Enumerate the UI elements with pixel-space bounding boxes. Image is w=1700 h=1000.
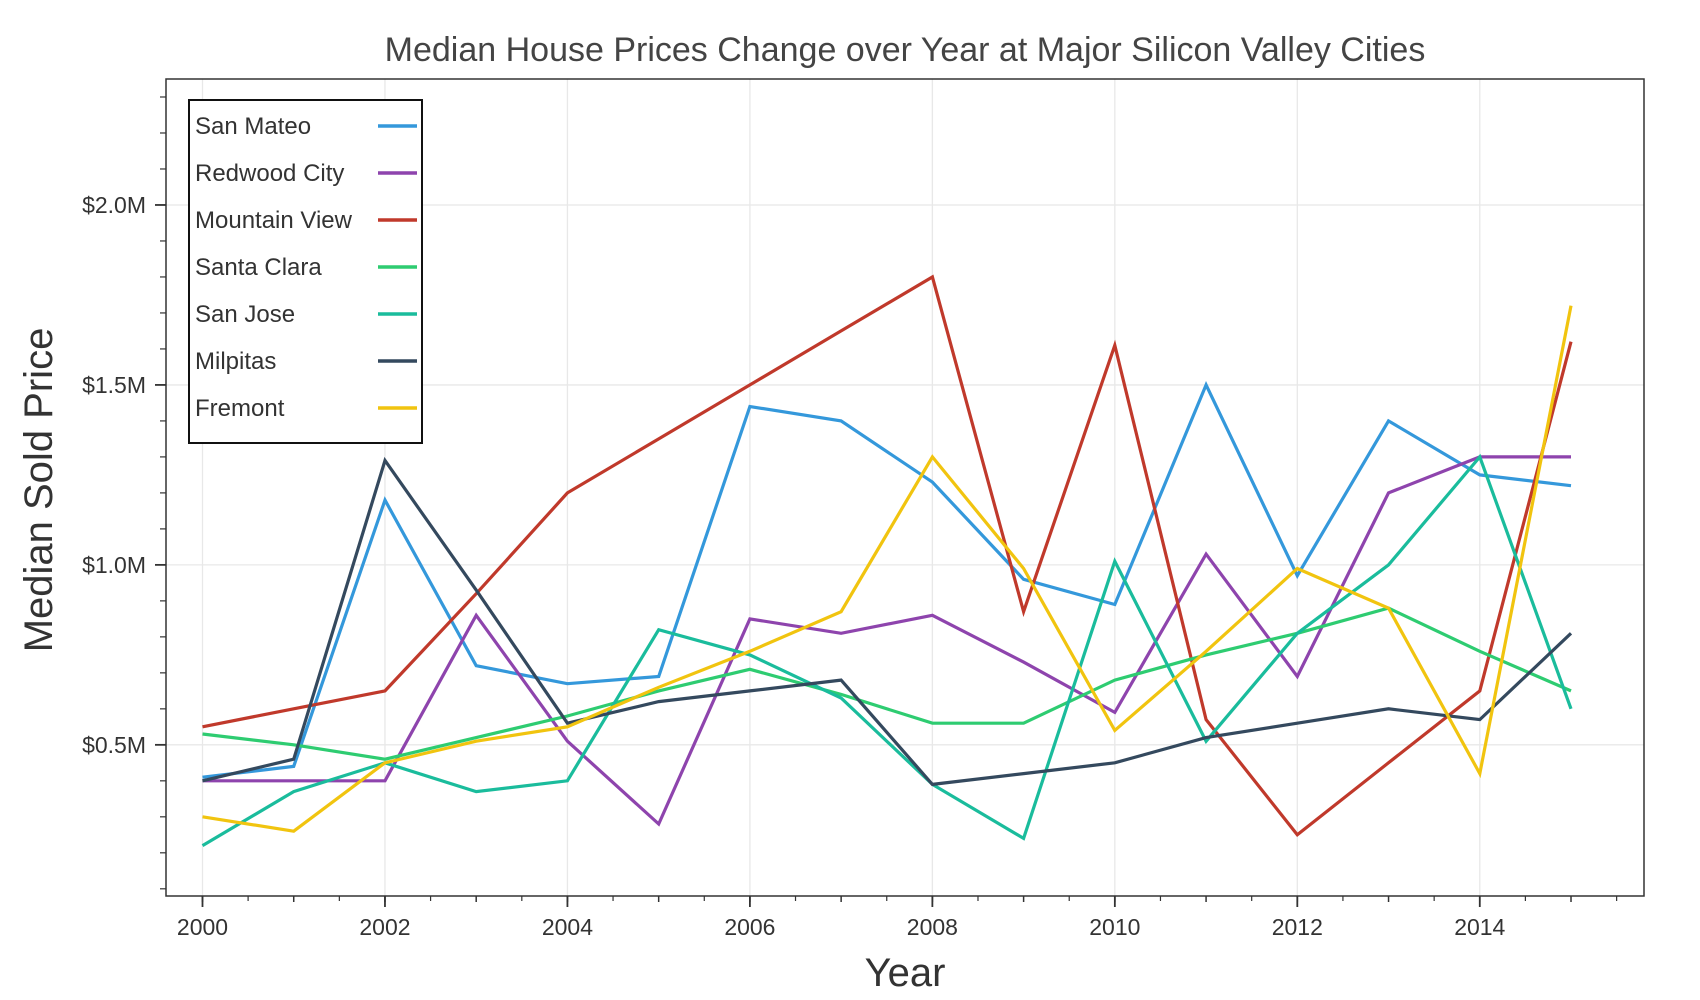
series-line-milpitas — [202, 456, 1573, 787]
legend-box — [188, 99, 423, 444]
axes: 2000 2002 2004 2006 2008 2010 2012 2014 $0.5M $1.… — [82, 78, 1645, 940]
legend-label-milpitas: Milpitas — [195, 348, 276, 375]
x-tick-label: 2008 — [907, 914, 958, 940]
y-tick-label: $2.0M — [82, 192, 146, 218]
y-tick-label: $1.0M — [82, 552, 146, 578]
series-line-redwood-city — [202, 455, 1571, 827]
x-tick-label: 2000 — [177, 914, 228, 940]
x-tick-label: 2012 — [1272, 914, 1323, 940]
legend-label-fremont: Fremont — [195, 395, 285, 422]
x-tick-label: 2004 — [542, 914, 593, 940]
series-line-mountain-view — [202, 274, 1573, 838]
y-tick-label: $0.5M — [82, 732, 146, 758]
plot-border — [165, 78, 1645, 897]
series-lines — [201, 274, 1573, 847]
legend-label-santa-clara: Santa Clara — [195, 254, 322, 281]
legend-label-san-mateo: San Mateo — [195, 113, 311, 140]
y-axis-title: Median Sold Price — [17, 328, 61, 653]
legend: San Mateo Redwood City Mountain View Santa … — [188, 99, 423, 444]
x-axis-title: Year — [865, 951, 946, 995]
x-tick-label: 2006 — [724, 914, 775, 940]
legend-label-redwood-city: Redwood City — [195, 160, 344, 187]
x-tick-label: 2014 — [1454, 914, 1505, 940]
series-line-san-jose — [201, 453, 1573, 847]
grid-lines — [166, 79, 1644, 896]
legend-label-mountain-view: Mountain View — [195, 207, 353, 234]
x-tick-label: 2002 — [359, 914, 410, 940]
y-tick-label: $1.5M — [82, 372, 146, 398]
series-line-santa-clara — [202, 606, 1572, 761]
chart-title: Median House Prices Change over Year at … — [385, 31, 1426, 69]
x-tick-label: 2010 — [1089, 914, 1140, 940]
series-line-fremont — [202, 305, 1573, 833]
legend-label-san-jose: San Jose — [195, 301, 295, 328]
series-line-san-mateo — [202, 380, 1572, 779]
